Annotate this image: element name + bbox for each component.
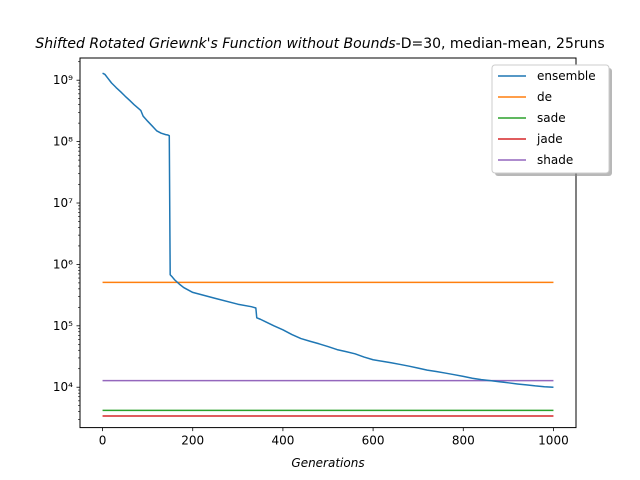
y-tick-label: 10⁴ (53, 380, 73, 394)
x-axis-label: Generations (291, 456, 364, 470)
x-tick-label: 600 (362, 434, 385, 448)
legend-entries: ensemble de sade jade shade (498, 69, 596, 167)
legend-entry-sade: sade (498, 111, 566, 125)
chart-title-rest: -D=30, median-mean, 25runs (396, 36, 605, 52)
y-tick-label: 10⁷ (53, 196, 73, 210)
chart-title-italic: Shifted Rotated Griewnk's Function witho… (35, 36, 395, 52)
legend-entry-shade: shade (498, 153, 573, 167)
x-tick-label: 400 (271, 434, 294, 448)
legend-label: jade (536, 132, 563, 146)
plot-frame (79, 57, 577, 429)
legend-box (491, 64, 610, 174)
y-tick-label: 10⁶ (53, 257, 73, 271)
legend-label: ensemble (537, 69, 596, 83)
y-tick-label: 10⁵ (53, 319, 73, 333)
series-line-ensemble (102, 72, 554, 388)
legend-label: sade (537, 111, 566, 125)
chart-title: Shifted Rotated Griewnk's Function witho… (35, 36, 604, 52)
x-tick-label: 200 (181, 434, 204, 448)
legend-entry-jade: jade (498, 132, 563, 146)
y-tick-label: 10⁹ (53, 73, 73, 87)
x-tick-label: 1000 (538, 434, 569, 448)
legend-entry-ensemble: ensemble (498, 69, 596, 83)
x-tick-label: 800 (452, 434, 475, 448)
legend-entry-de: de (498, 90, 552, 104)
ticks-layer: 0 200 400 600 800 1000 10⁴ 10⁵ 10⁶ 10⁷ 10⁸ 10⁹ (53, 61, 569, 448)
y-tick-label: 10⁸ (53, 135, 73, 149)
series-layer (102, 72, 554, 417)
x-tick-label: 0 (99, 434, 107, 448)
legend-label: de (537, 90, 552, 104)
legend-label: shade (537, 153, 573, 167)
legend: ensemble de sade jade shade (491, 64, 612, 176)
